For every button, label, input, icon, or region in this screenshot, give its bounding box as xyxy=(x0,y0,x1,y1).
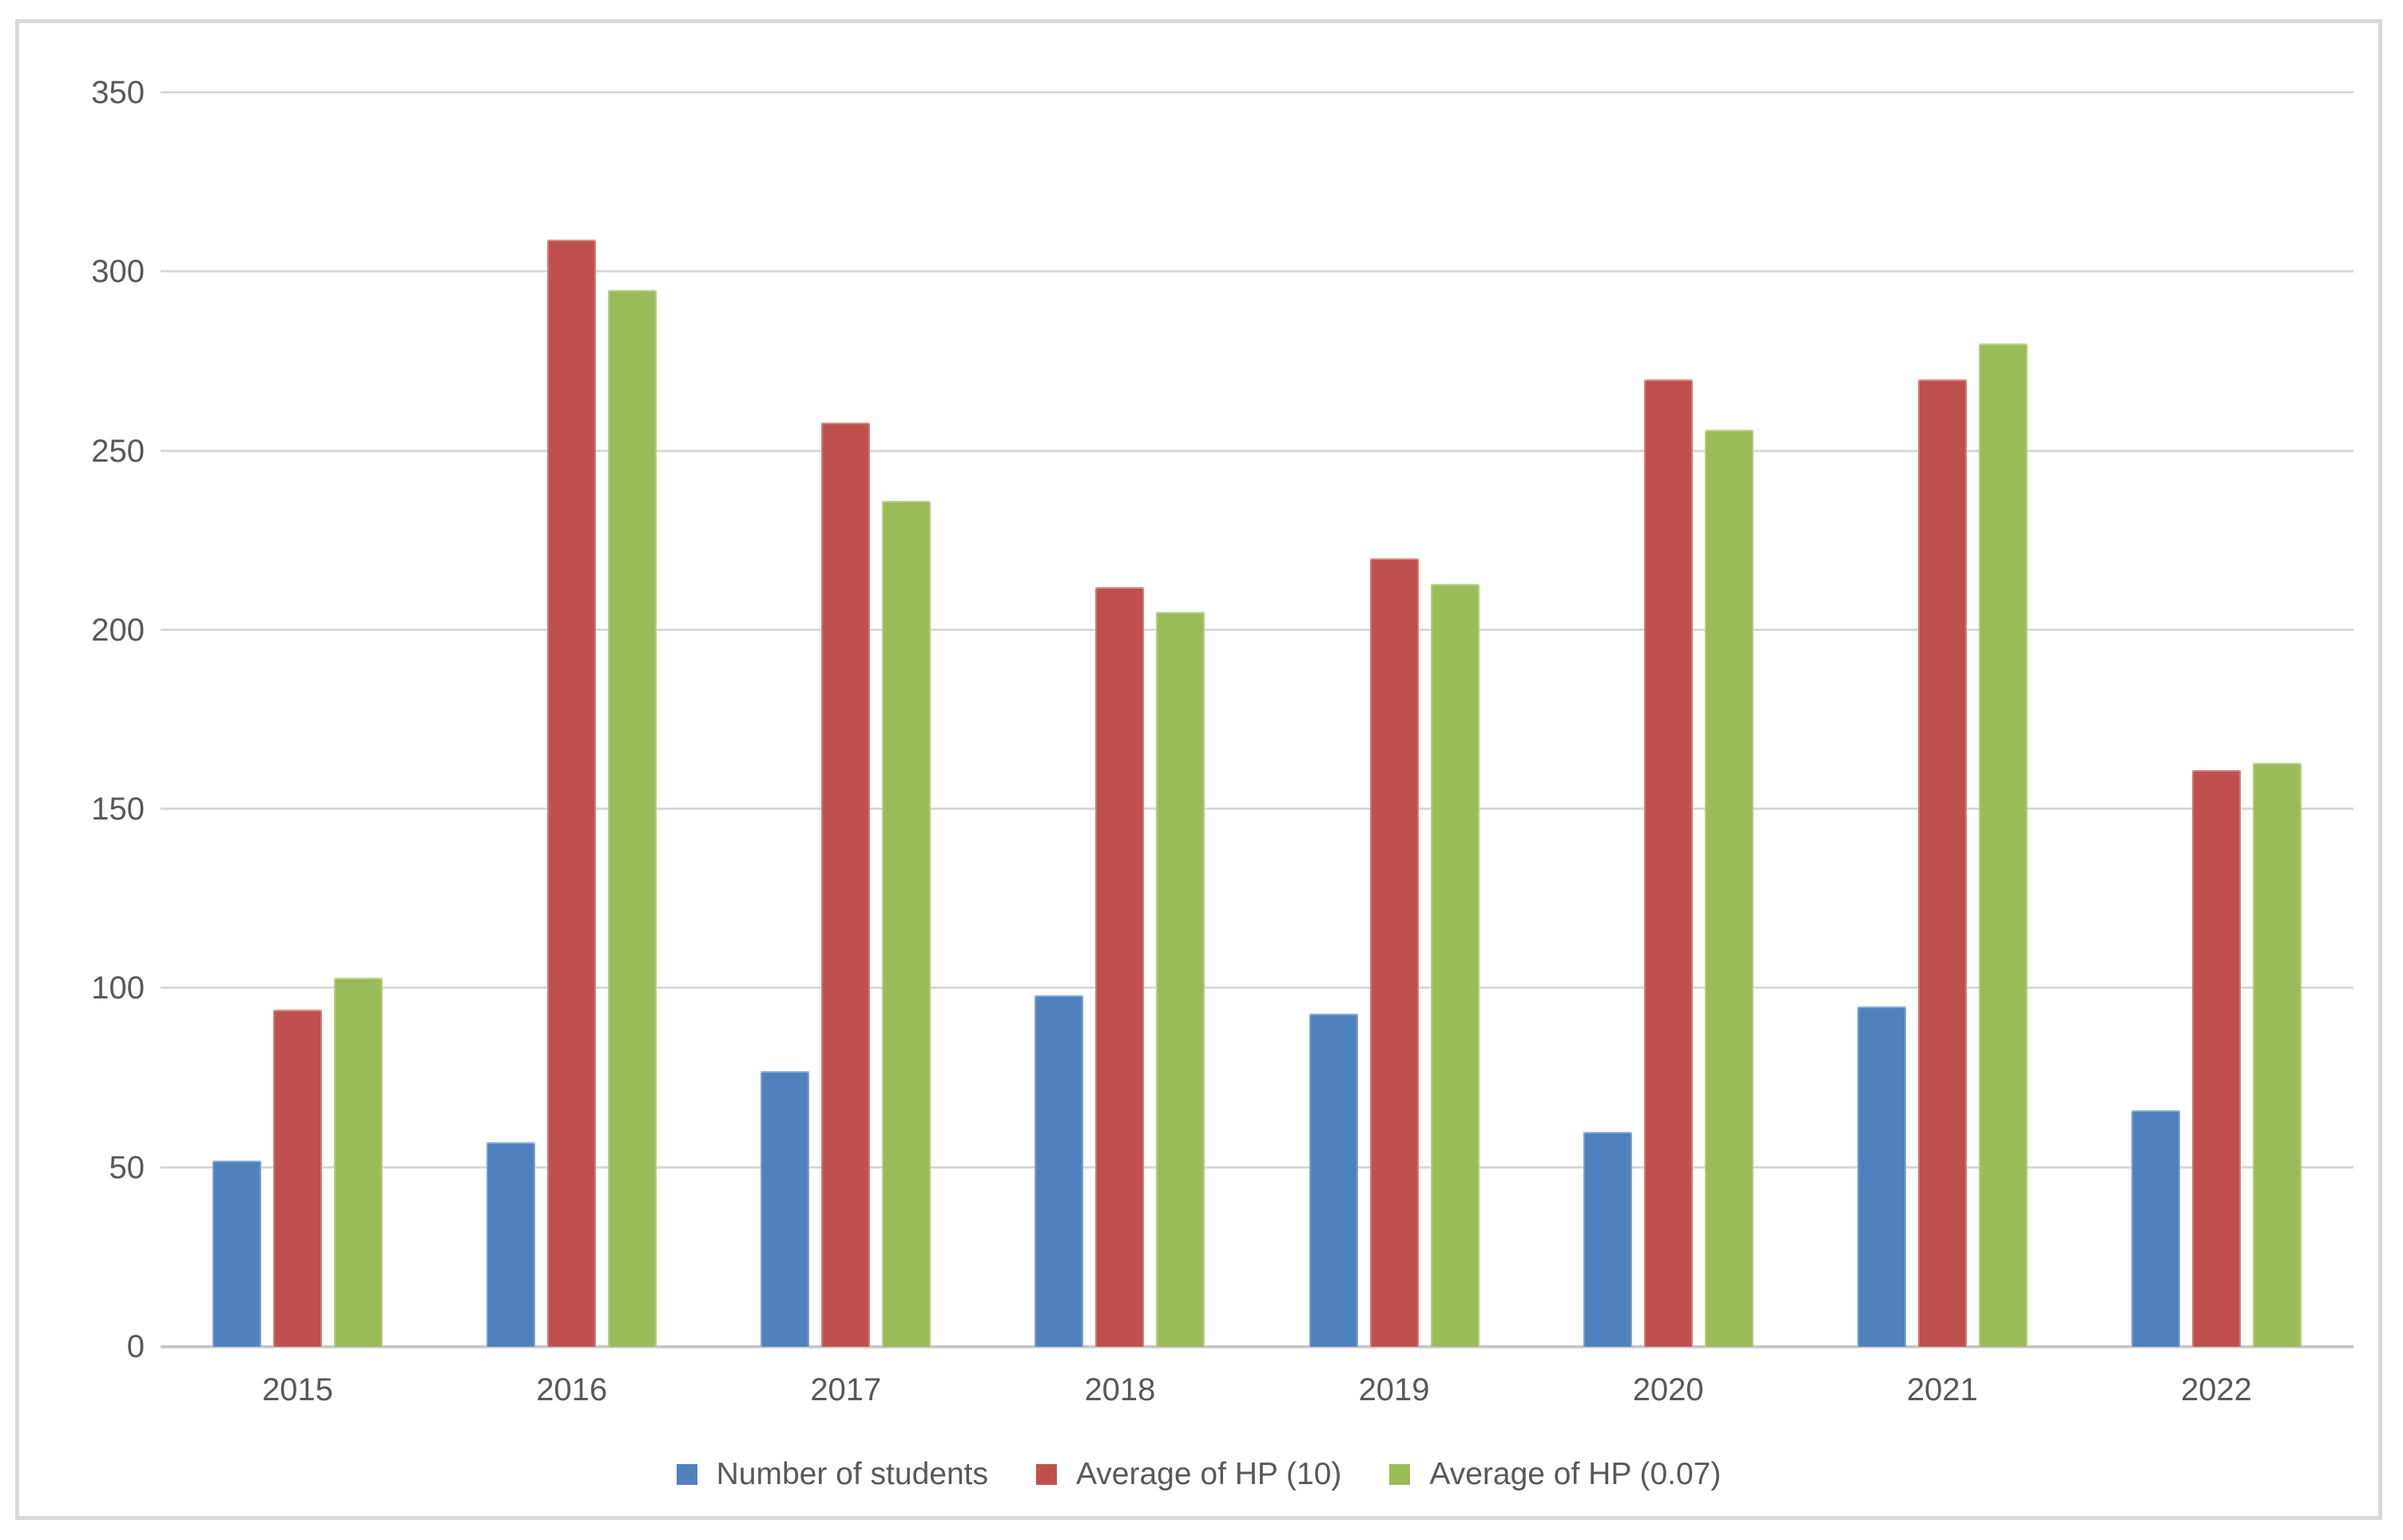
plot-area: 0 50 100 150 200 250 300 350 2015 2016 2017 2018 20… xyxy=(91,75,2353,1407)
bar-group-2019 xyxy=(1257,93,1531,1347)
bar-2019-average-of-hp-0-07 xyxy=(1430,583,1480,1347)
y-tick-label-200: 200 xyxy=(91,612,145,648)
x-tick-label-2017: 2017 xyxy=(810,1372,882,1407)
bar-2022-average-of-hp-0-07 xyxy=(2252,762,2302,1347)
bar-2017-average-of-hp-0-07 xyxy=(882,501,931,1347)
legend: Number of students Average of HP (10) Aver… xyxy=(19,1457,2378,1492)
x-tick-label-2019: 2019 xyxy=(1358,1372,1430,1407)
bar-2020-number-of-students xyxy=(1583,1131,1632,1347)
x-tick-label-2016: 2016 xyxy=(536,1372,608,1407)
bar-2018-average-of-hp-10 xyxy=(1095,587,1145,1347)
legend-label: Average of HP (10) xyxy=(1075,1457,1342,1491)
gridline-y-200 xyxy=(161,628,2353,631)
chart-frame-border: 0 50 100 150 200 250 300 350 2015 2016 2017 2018 20… xyxy=(15,19,2382,1520)
bar-2020-average-of-hp-10 xyxy=(1643,379,1693,1347)
bar-group-2022 xyxy=(2079,93,2353,1347)
bar-group-2021 xyxy=(1805,93,2079,1347)
legend-swatch-icon xyxy=(676,1464,697,1485)
bar-2020-average-of-hp-0-07 xyxy=(1704,429,1754,1347)
x-tick-label-2015: 2015 xyxy=(262,1372,334,1407)
bar-group-2016 xyxy=(435,93,709,1347)
legend-swatch-icon xyxy=(1389,1464,1411,1485)
bar-groups-container xyxy=(161,93,2353,1347)
bar-2019-number-of-students xyxy=(1309,1013,1358,1347)
y-tick-label-0: 0 xyxy=(126,1329,145,1364)
bar-2021-average-of-hp-0-07 xyxy=(1978,343,2028,1347)
bar-2018-number-of-students xyxy=(1035,995,1084,1347)
bar-2022-average-of-hp-10 xyxy=(2191,769,2241,1347)
bar-group-2018 xyxy=(983,93,1257,1347)
bar-2016-average-of-hp-10 xyxy=(547,239,597,1347)
bar-2022-number-of-students xyxy=(2131,1109,2180,1347)
bar-group-2020 xyxy=(1531,93,1805,1347)
gridline-y-250 xyxy=(161,449,2353,452)
y-tick-label-50: 50 xyxy=(109,1149,145,1185)
x-tick-label-2018: 2018 xyxy=(1084,1372,1156,1407)
y-tick-label-250: 250 xyxy=(91,433,145,469)
y-tick-label-300: 300 xyxy=(91,254,145,290)
y-tick-label-150: 150 xyxy=(91,792,145,828)
legend-label: Average of HP (0.07) xyxy=(1429,1457,1722,1491)
bar-2015-average-of-hp-0-07 xyxy=(334,977,383,1347)
bar-group-2015 xyxy=(161,93,435,1347)
x-tick-label-2020: 2020 xyxy=(1632,1372,1704,1407)
y-tick-label-100: 100 xyxy=(91,970,145,1006)
bar-2021-number-of-students xyxy=(1857,1006,1906,1347)
legend-item-average-of-hp-0-07: Average of HP (0.07) xyxy=(1389,1457,1721,1492)
bar-2016-number-of-students xyxy=(487,1142,536,1347)
bar-2018-average-of-hp-0-07 xyxy=(1156,612,1205,1347)
bar-2017-number-of-students xyxy=(761,1070,810,1347)
bar-2019-average-of-hp-10 xyxy=(1369,558,1419,1347)
legend-swatch-icon xyxy=(1035,1464,1057,1485)
bar-2021-average-of-hp-10 xyxy=(1917,379,1967,1347)
gridline-y-50 xyxy=(161,1165,2353,1169)
x-tick-label-2022: 2022 xyxy=(2180,1372,2252,1407)
bar-2017-average-of-hp-10 xyxy=(821,422,871,1347)
y-tick-label-350: 350 xyxy=(91,75,145,110)
legend-item-average-of-hp-10: Average of HP (10) xyxy=(1035,1457,1342,1492)
gridline-y-100 xyxy=(161,986,2353,990)
gridline-y-300 xyxy=(161,270,2353,273)
legend-item-number-of-students: Number of students xyxy=(676,1457,988,1492)
x-tick-label-2021: 2021 xyxy=(1906,1372,1978,1407)
legend-label: Number of students xyxy=(716,1457,988,1491)
bar-2016-average-of-hp-0-07 xyxy=(608,289,657,1347)
gridline-y-350 xyxy=(161,91,2353,93)
bar-2015-number-of-students xyxy=(212,1160,262,1347)
gridline-y-0 xyxy=(161,1345,2353,1348)
bar-2015-average-of-hp-10 xyxy=(273,1010,323,1347)
bar-group-2017 xyxy=(709,93,983,1347)
gridline-y-150 xyxy=(161,808,2353,811)
